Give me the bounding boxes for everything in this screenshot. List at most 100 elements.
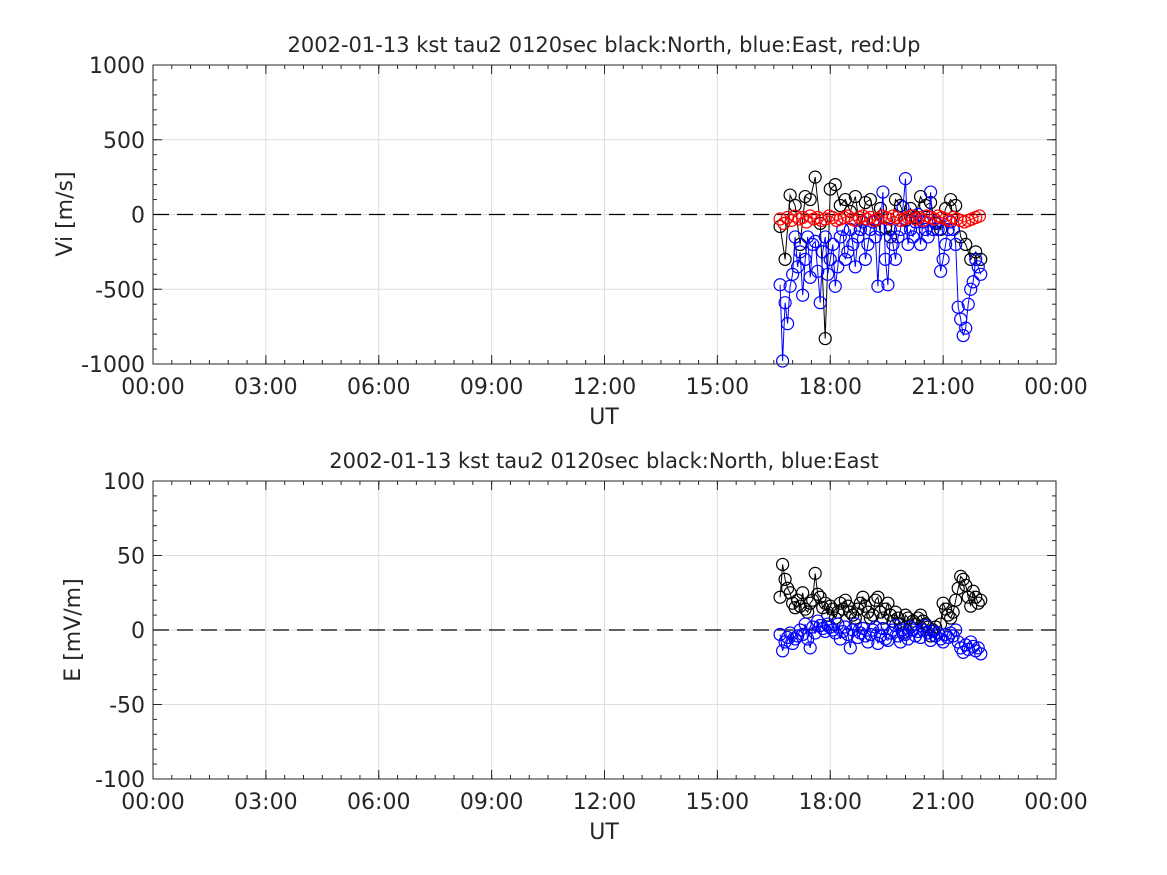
velocity-x-tick-label: 15:00 — [686, 375, 749, 400]
velocity-x-tick-label: 21:00 — [911, 375, 974, 400]
efield-series-north-point — [888, 605, 903, 619]
velocity-series-east-point — [923, 185, 938, 199]
velocity-series-east-point — [956, 328, 970, 343]
efield-x-tick-label: 21:00 — [911, 790, 974, 815]
velocity-series-east-point — [793, 245, 807, 259]
velocity-series-east-point — [964, 282, 978, 296]
velocity-series-east-point — [906, 230, 920, 244]
velocity-y-tick-label: -1000 — [81, 353, 145, 378]
velocity-series-up-point — [856, 209, 870, 223]
velocity-series-north-point — [778, 252, 792, 266]
efield-series-east-point — [803, 641, 817, 655]
velocity-series-north-point — [974, 252, 988, 266]
velocity-series-east-point — [851, 230, 865, 244]
velocity-series-east-point — [961, 297, 975, 311]
efield-series-east-point — [974, 647, 988, 661]
velocity-series-north-point — [828, 178, 842, 192]
velocity-series-east-point — [778, 296, 792, 310]
velocity-series-east-point — [971, 260, 985, 274]
efield-series-east-point — [846, 623, 860, 637]
efield-series-east-point — [913, 630, 928, 645]
velocity-series-north-point — [773, 219, 787, 234]
velocity-series-north-point — [788, 198, 802, 213]
velocity-series-north-line — [779, 176, 982, 339]
velocity-series-east-point — [878, 252, 893, 266]
velocity-series-east-point — [791, 260, 805, 274]
velocity-series-east-point — [848, 260, 862, 274]
velocity-series-east-point — [871, 279, 885, 293]
efield-series-east-point — [883, 626, 898, 640]
efield-y-tick-label: -50 — [109, 694, 145, 719]
efield-y-axis-label: E [mV/m] — [61, 578, 86, 681]
velocity-panel-title: 2002-01-13 kst tau2 0120sec black:North,… — [288, 33, 921, 57]
efield-series-north-point — [944, 611, 958, 625]
efield-series-east-point — [936, 635, 950, 649]
velocity-series-east-point — [936, 252, 950, 266]
velocity-series-north-point — [964, 252, 978, 266]
velocity-series-east-point — [773, 278, 787, 292]
velocity-series-east-point — [816, 245, 830, 259]
efield-series-north-point — [936, 596, 950, 610]
efield-series-east-point — [775, 644, 790, 658]
velocity-x-tick-label: 00:00 — [121, 375, 184, 400]
velocity-series-east-point — [781, 317, 795, 331]
velocity-series-north-point — [848, 189, 862, 204]
efield-y-tick-label: -100 — [95, 768, 145, 793]
efield-x-axis-label: UT — [589, 820, 619, 845]
velocity-series-east-point — [823, 252, 837, 266]
velocity-series-east-point — [868, 230, 883, 244]
velocity-y-tick-label: 1000 — [89, 54, 145, 79]
velocity-series-east-point — [949, 237, 963, 251]
velocity-series-east-point — [841, 245, 855, 259]
efield-series-north-point — [971, 596, 985, 610]
efield-series-east-point — [818, 624, 832, 639]
velocity-series-east-point — [806, 237, 820, 251]
efield-series-north-point — [856, 590, 870, 604]
efield-series-north-point — [891, 611, 905, 625]
velocity-series-up-point — [912, 210, 926, 225]
velocity-series-east-point — [796, 288, 810, 302]
velocity-series-east-point — [813, 296, 827, 310]
efield-x-tick-label: 15:00 — [686, 790, 749, 815]
velocity-series-north-point — [969, 245, 983, 259]
efield-series-north-point — [871, 590, 885, 604]
velocity-series-east-point — [846, 237, 860, 251]
efield-series-east-point — [816, 621, 830, 636]
velocity-x-tick-label: 12:00 — [573, 375, 636, 400]
efield-series-north-point — [851, 602, 865, 616]
velocity-series-east-point — [811, 264, 825, 278]
velocity-series-east-point — [898, 172, 913, 186]
velocity-series-north-point — [823, 182, 837, 196]
efield-series-north-point — [778, 572, 792, 586]
efield-series-north-point — [838, 593, 852, 607]
efield-y-tick-label: 100 — [103, 470, 145, 495]
velocity-series-up-point — [788, 209, 802, 223]
efield-series-north-point — [791, 593, 805, 607]
velocity-y-tick-label: 500 — [103, 129, 145, 154]
efield-x-tick-label: 09:00 — [460, 790, 523, 815]
velocity-x-tick-label: 18:00 — [799, 375, 862, 400]
efield-series-north-point — [974, 593, 988, 607]
velocity-x-tick-label: 00:00 — [1024, 375, 1087, 400]
velocity-series-north-point — [818, 331, 832, 346]
velocity-series-east-point — [786, 267, 800, 281]
efield-series-east-point — [831, 617, 845, 631]
efield-series-east-point — [833, 632, 847, 646]
velocity-series-east-point — [959, 321, 973, 335]
velocity-panel: 2002-01-13 kst tau2 0120sec black:North,… — [53, 33, 1088, 430]
efield-series-north-point — [796, 586, 810, 600]
velocity-x-tick-label: 09:00 — [460, 375, 523, 400]
efield-y-tick-label: 50 — [117, 545, 145, 570]
velocity-series-east-point — [873, 222, 888, 237]
efield-series-east-point — [843, 641, 857, 655]
velocity-series-north-point — [838, 192, 852, 207]
efield-series-north-point — [811, 587, 825, 601]
velocity-series-east-point — [966, 275, 980, 289]
velocity-series-east-point — [921, 230, 935, 244]
efield-series-east-point — [796, 627, 810, 642]
efield-series-east-point — [841, 627, 855, 642]
velocity-series-east-point — [775, 354, 790, 368]
velocity-series-east-point — [831, 260, 845, 274]
velocity-series-north-point — [959, 237, 973, 251]
